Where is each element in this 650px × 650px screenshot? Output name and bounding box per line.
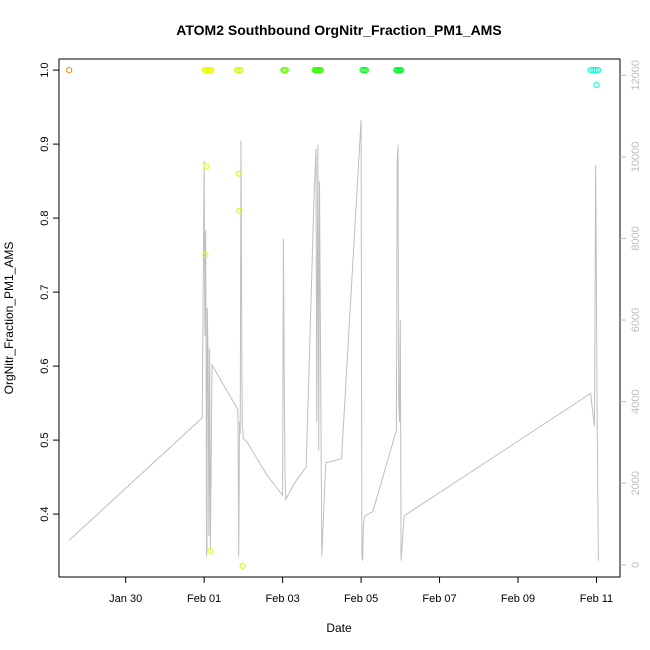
- data-point: [236, 207, 243, 214]
- x-axis-label: Date: [326, 621, 352, 635]
- y-tick-label: 0.4: [39, 506, 51, 521]
- y-tick-label: 0.7: [39, 284, 51, 299]
- x-tick-label: Feb 09: [501, 593, 535, 605]
- y2-tick-label: 4000: [630, 389, 642, 413]
- x-tick-label: Feb 03: [265, 593, 299, 605]
- points-layer: [66, 67, 602, 570]
- data-point: [202, 252, 209, 259]
- data-point: [593, 81, 600, 89]
- x-tick-label: Feb 01: [187, 593, 221, 605]
- secondary-series-line: [68, 120, 599, 561]
- x-tick-label: Jan 30: [109, 593, 142, 605]
- data-point: [317, 67, 324, 74]
- y2-tick-label: 12000: [630, 60, 642, 91]
- y-tick-label: 1.0: [39, 62, 51, 77]
- y2-tick-label: 0: [630, 562, 642, 568]
- y-axis-label: OrgNitr_Fraction_PM1_AMS: [2, 242, 16, 395]
- data-point: [203, 163, 210, 170]
- data-point: [208, 67, 215, 74]
- data-point: [66, 67, 73, 74]
- y2-tick-label: 6000: [630, 308, 642, 332]
- y2-tick-label: 10000: [630, 142, 642, 173]
- data-point: [282, 67, 289, 74]
- x-tick-label: Feb 11: [580, 593, 613, 605]
- data-point: [235, 170, 242, 177]
- data-point: [362, 67, 369, 74]
- data-point: [590, 67, 597, 74]
- data-point: [594, 67, 602, 74]
- data-point: [207, 548, 214, 555]
- data-point: [398, 67, 405, 74]
- y-tick-label: 0.6: [39, 358, 51, 373]
- x-tick-label: Feb 07: [422, 593, 456, 605]
- y-tick-label: 0.8: [39, 210, 51, 225]
- y2-tick-label: 8000: [630, 226, 642, 250]
- y-tick-label: 0.9: [39, 136, 51, 151]
- x-tick-label: Feb 05: [344, 593, 378, 605]
- y2-tick-label: 2000: [630, 471, 642, 495]
- y-tick-label: 0.5: [39, 432, 51, 447]
- chart-title: ATOM2 Southbound OrgNitr_Fraction_PM1_AM…: [176, 22, 501, 38]
- data-point: [239, 562, 246, 570]
- data-point: [592, 67, 599, 74]
- axes-layer: 0.4 0.5 0.6 0.7 0.8 0.9 1.0 Jan 30 Feb 01 Feb 03 F…: [39, 60, 642, 605]
- data-point: [237, 67, 244, 74]
- plot-frame: [58, 58, 621, 578]
- secondary-series-layer: [68, 120, 599, 561]
